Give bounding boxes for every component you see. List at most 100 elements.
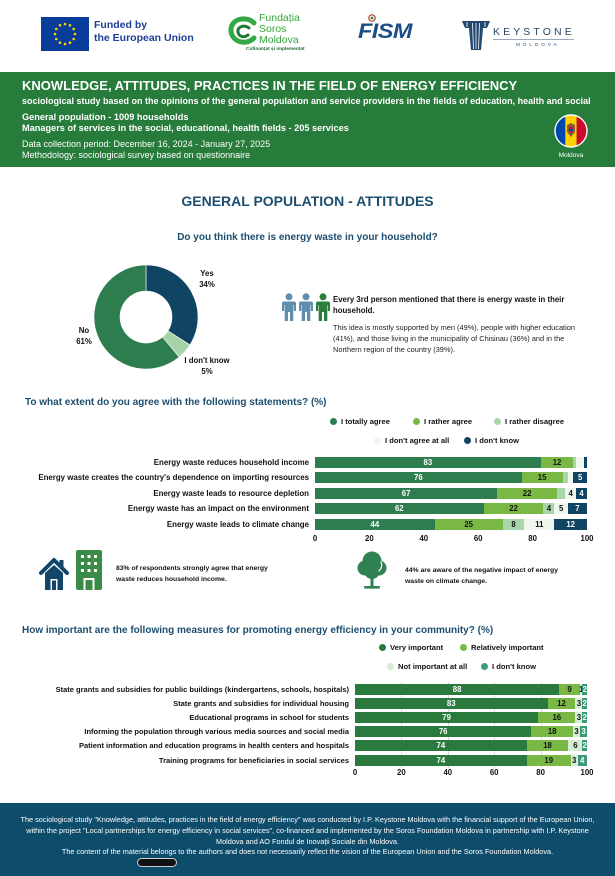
legend-label: I don't know — [475, 435, 519, 445]
keystone-divider — [493, 39, 574, 40]
bar-value-label: 12 — [552, 458, 562, 467]
soros-line-1: Fundația — [259, 12, 300, 24]
eu-funding-label: Funded by the European Union — [94, 19, 194, 45]
bar-segment: 4 — [576, 487, 587, 499]
bar-value-label: 18 — [543, 741, 552, 751]
bar-value-label: 19 — [544, 755, 554, 765]
keystone-logo-name: KEYSTONE — [493, 26, 575, 38]
bar-value-label: 7 — [575, 504, 580, 514]
soros-tagline: Cofinanțat și implementat — [246, 47, 305, 52]
legend-item-rather-agree: I rather agree — [413, 416, 472, 426]
legend-dot — [494, 417, 501, 425]
legend-dot — [413, 417, 420, 425]
footer: The sociological study "Knowledge, attit… — [0, 803, 615, 876]
x-tick-label: 40 — [419, 534, 429, 543]
category-label: Energy waste creates the country's depen… — [38, 473, 309, 483]
footer-paragraph: The sociological study "Knowledge, attit… — [20, 815, 595, 846]
legend-dot — [481, 662, 488, 670]
gridline — [540, 682, 542, 768]
sample-service-managers: Managers of services in the social, educ… — [22, 123, 349, 133]
bar-segment: 74 — [355, 754, 527, 766]
bar-segment: 22 — [497, 487, 558, 499]
building-icon — [76, 550, 102, 590]
bar-value-label: 16 — [552, 713, 562, 723]
bar-value-label: 6 — [573, 741, 578, 751]
bar-segment — [557, 487, 566, 499]
fism-logo: FISM — [358, 20, 413, 43]
x-tick-label: 100 — [580, 768, 594, 777]
bar-segment: 6 — [568, 740, 583, 752]
legend-label: I rather disagree — [505, 416, 565, 426]
soros-logo-text: Fundația Soros Moldova — [259, 13, 300, 46]
legend-item-not-important-at-all: Not important at all — [387, 661, 467, 671]
household-insight-headline: Every 3rd person mentioned that there is… — [333, 295, 565, 315]
legend-item-totally-agree: I totally agree — [330, 416, 390, 426]
legend-label: Not important at all — [398, 661, 468, 671]
bar-value-label: 12 — [557, 699, 566, 709]
bar-value-label: 5 — [578, 473, 583, 483]
category-label: Educational programs in school for stude… — [189, 713, 349, 723]
bar-value-label: 4 — [546, 504, 552, 514]
bar-segment — [573, 457, 577, 468]
pie-label-dont-know-name: I don't know — [184, 356, 230, 365]
bar-segment: 67 — [315, 487, 498, 499]
bar-value-label: 22 — [509, 504, 518, 514]
income-insight: 83% of respondents strongly agree that e… — [116, 565, 268, 583]
legend-dot — [387, 662, 394, 670]
bar-value-label: 9 — [567, 685, 572, 694]
bar-value-label: 3 — [572, 755, 577, 765]
legend-label: I rather agree — [424, 416, 473, 426]
bar-segment: 18 — [526, 740, 569, 752]
bar-segment: 1 — [579, 684, 583, 695]
category-label: Informing the population through various… — [84, 727, 349, 737]
bar-segment: 2 — [582, 740, 587, 752]
category-label: Training programs for beneficiaries in s… — [158, 755, 349, 765]
bar-segment: 3 — [575, 712, 583, 724]
legend-label: I don't agree at all — [385, 435, 450, 445]
bar-value-label: 3 — [576, 713, 582, 723]
legend-label: I totally agree — [341, 416, 390, 426]
legend-dot — [460, 643, 467, 651]
bar-segment: 2 — [582, 684, 587, 695]
x-tick-label: 80 — [528, 534, 537, 543]
bar-segment: 12 — [547, 698, 576, 710]
bar-segment: 5 — [554, 503, 568, 515]
bar-segment: 7 — [567, 503, 587, 515]
gridline — [401, 682, 403, 768]
eu-line-2: the European Union — [94, 32, 194, 44]
pie-label-no: No 61% — [68, 325, 100, 347]
bar-segment: 22 — [483, 503, 544, 515]
category-label: Energy waste leads to resource depletion — [153, 488, 309, 498]
bar-segment: 2 — [582, 712, 587, 724]
bar-value-label: 4 — [579, 488, 584, 498]
bar-value-label: 79 — [442, 713, 451, 723]
bar-value-label: 3 — [574, 727, 579, 737]
x-tick-label: 40 — [443, 768, 453, 777]
bar-segment: 15 — [521, 472, 563, 484]
keystone-logo-icon — [462, 21, 490, 50]
bar-segment: 11 — [524, 518, 555, 530]
legend-dot — [374, 436, 381, 444]
bar-segment: 83 — [355, 698, 548, 710]
keystone-logo-sub: MOLDOVA — [516, 42, 560, 47]
x-tick-label: 20 — [365, 534, 374, 543]
bar-value-label: 62 — [394, 504, 404, 514]
bar-segment: 25 — [434, 518, 503, 530]
bar-segment: 9 — [559, 684, 581, 695]
category-label: Energy waste reduces household income — [153, 458, 309, 467]
pie-label-yes-name: Yes — [200, 269, 214, 278]
donut-chart — [94, 265, 198, 369]
bar-segment: 4 — [577, 754, 587, 766]
bar-segment: 19 — [526, 754, 571, 766]
footer-text: The sociological study "Knowledge, attit… — [12, 815, 603, 858]
bar-value-label: 5 — [558, 504, 564, 514]
pie-label-no-value: 61% — [76, 337, 92, 346]
bar-segment: 83 — [315, 457, 541, 468]
moldova-flag-icon — [554, 114, 588, 148]
report-title: KNOWLEDGE, ATTITUDES, PRACTICES IN THE F… — [22, 78, 518, 93]
scroll-indicator[interactable] — [137, 858, 177, 867]
bar-value-label: 25 — [464, 519, 474, 529]
sample-general-population: General population - 1009 households — [22, 112, 189, 122]
x-tick-label: 60 — [473, 534, 483, 543]
agreement-chart-title: To what extent do you agree with the fol… — [25, 397, 327, 408]
